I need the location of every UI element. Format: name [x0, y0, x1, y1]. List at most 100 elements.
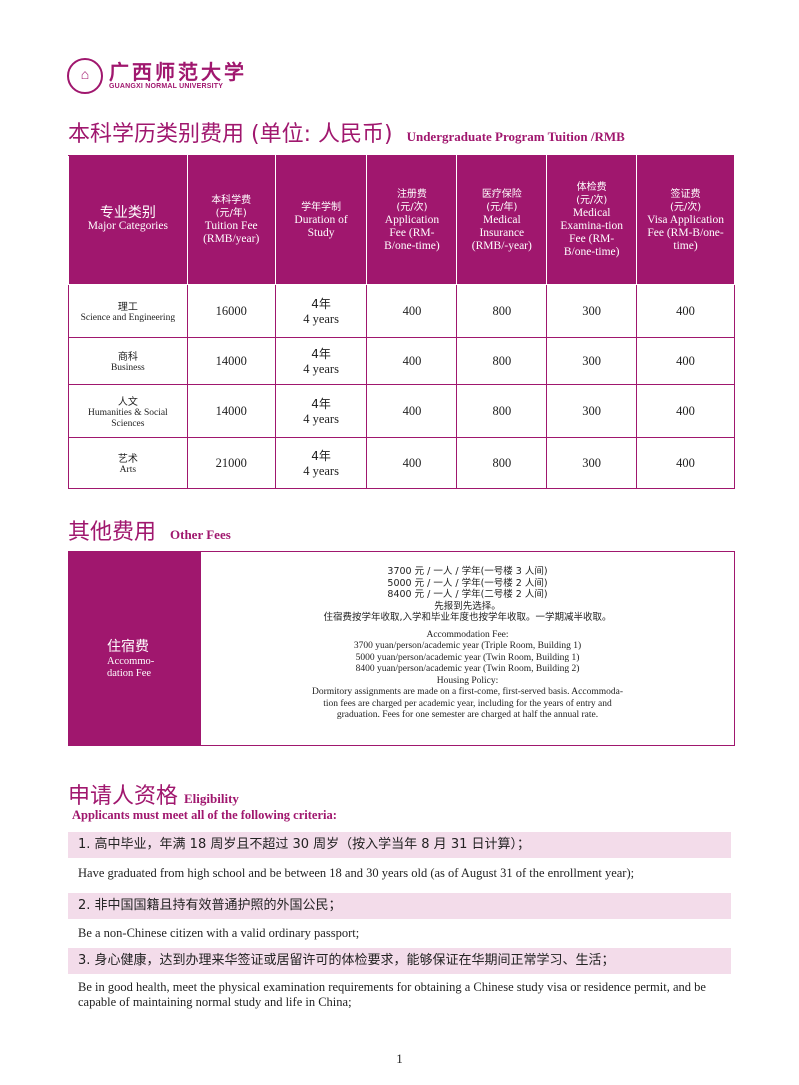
medical-exam-cell: 300: [546, 437, 638, 489]
application-fee-cell: 400: [366, 337, 458, 385]
column-header-cn: 体检费 (元/次): [576, 182, 608, 206]
duration-en: 4 years: [303, 312, 339, 326]
category-en: Arts: [119, 465, 137, 475]
column-header: 学年学制 Duration of Study: [274, 155, 368, 285]
eligibility-subtitle: Applicants must meet all of the followin…: [72, 808, 337, 822]
accommodation-label-en: Accommo-dation Fee: [107, 656, 155, 679]
accommodation-line-cn: 5000 元 / 一人 / 学年(一号楼 2 人间): [387, 577, 548, 589]
criterion-1-cn: 1. 高中毕业，年满 18 周岁且不超过 30 周岁（按入学当年 8 月 31 …: [68, 832, 731, 858]
insurance-cell: 800: [456, 437, 548, 489]
tuition-cell: 21000: [186, 437, 276, 489]
column-header-en: Medical Examina-tion Fee (RM-B/one-time): [560, 207, 623, 258]
column-header-en: Duration of Study: [294, 213, 348, 239]
accommodation-line-en: 8400 yuan/person/academic year (Twin Roo…: [355, 664, 580, 674]
column-header: 体检费 (元/次) Medical Examina-tion Fee (RM-B/…: [546, 155, 638, 285]
category-cn: 艺术: [117, 454, 138, 465]
eligibility-title-cn: 申请人资格: [68, 784, 179, 809]
eligibility-title: 申请人资格 Eligibility: [68, 778, 239, 810]
insurance-cell: 800: [456, 337, 548, 385]
tuition-title-en: Undergraduate Program Tuition /RMB: [406, 129, 625, 144]
visa-fee-cell: 400: [636, 284, 735, 338]
column-header-cn: 学年学制: [301, 201, 342, 213]
tuition-cell: 16000: [186, 284, 276, 338]
column-header-cn: 医疗保险 (元/年): [481, 188, 522, 213]
duration-cn: 4年: [311, 347, 331, 361]
duration-cn: 4年: [311, 449, 331, 463]
criterion-2-en: Be a non-Chinese citizen with a valid or…: [78, 926, 360, 940]
other-title-en: Other Fees: [170, 527, 231, 542]
column-header: 签证费 (元/次) Visa Application Fee (RM-B/one-…: [636, 155, 735, 285]
visa-fee-cell: 400: [636, 384, 735, 438]
category-cn: 理工: [117, 302, 138, 313]
duration-cell: 4年 4 years: [274, 437, 368, 489]
accommodation-line-en: Housing Policy:: [436, 675, 499, 686]
column-header-en: Major Categories: [87, 220, 168, 232]
category-cell: 艺术 Arts: [68, 437, 188, 489]
other-fees-box: 住宿费 Accommo-dation Fee 3700 元 / 一人 / 学年(…: [68, 551, 735, 746]
accommodation-line-en: tion fees are charged per academic year,…: [323, 698, 612, 709]
criterion-3-cn: 3. 身心健康，达到办理来华签证或居留许可的体检要求，能够保证在华期间正常学习、…: [68, 948, 731, 974]
accommodation-line-cn: 8400 元 / 一人 / 学年(二号楼 2 人间): [387, 589, 548, 600]
criterion-2-cn: 2. 非中国国籍且持有效普通护照的外国公民；: [68, 893, 731, 919]
category-cell: 理工 Science and Engineering: [68, 284, 188, 338]
insurance-cell: 800: [456, 284, 548, 338]
application-fee-cell: 400: [366, 284, 458, 338]
column-header-cn: 专业类别: [99, 205, 156, 221]
column-header-cn: 注册费 (元/次): [396, 188, 428, 213]
accommodation-line-en: graduation. Fees for one semester are ch…: [336, 710, 599, 720]
column-header-cn: 签证费 (元/次): [669, 188, 702, 213]
application-fee-cell: 400: [366, 437, 458, 489]
visa-fee-cell: 400: [636, 437, 735, 489]
column-header: 注册费 (元/次) Application Fee (RM-B/one-time): [366, 155, 458, 285]
column-header-en: Medical Insurance (RMB/-year): [471, 213, 532, 252]
medical-exam-cell: 300: [546, 337, 638, 385]
table-row: 商科 Business 14000 4年 4 years 400 800 300 4…: [68, 337, 735, 385]
tuition-cell: 14000: [186, 337, 276, 385]
column-header-en: Application Fee (RM-B/one-time): [384, 213, 440, 252]
duration-en: 4 years: [303, 412, 339, 426]
visa-fee-cell: 400: [636, 337, 735, 385]
other-fees-title: 其他费用 Other Fees: [68, 514, 231, 546]
column-header-en: Tuition Fee (RMB/year): [203, 220, 260, 245]
category-cn: 商科: [117, 352, 138, 363]
tuition-title-cn: 本科学历类别费用 (单位: 人民币): [68, 122, 393, 147]
column-header-cn: 本科学费 (元/年): [211, 195, 252, 219]
accommodation-line-en: Dormitory assignments are made on a firs…: [311, 687, 624, 697]
table-row: 理工 Science and Engineering 16000 4年 4 year…: [68, 284, 735, 338]
accommodation-line-en: 3700 yuan/person/academic year (Triple R…: [353, 641, 582, 651]
category-en: Humanities & Social Sciences: [88, 407, 168, 429]
duration-en: 4 years: [303, 362, 339, 376]
duration-cn: 4年: [311, 297, 331, 311]
tuition-table: 专业类别 Major Categories 本科学费 (元/年) Tuition Fe…: [68, 155, 735, 489]
category-cn: 人文: [117, 396, 138, 408]
other-title-cn: 其他费用: [68, 520, 157, 545]
medical-exam-cell: 300: [546, 384, 638, 438]
accommodation-line-cn: 先报到先选择。: [434, 600, 501, 612]
accommodation-line-cn: 3700 元 / 一人 / 学年(一号楼 3 人间): [387, 566, 548, 577]
criterion-3-en: Be in good health, meet the physical exa…: [78, 980, 706, 1009]
tuition-cell: 14000: [186, 384, 276, 438]
column-header: 专业类别 Major Categories: [68, 155, 188, 285]
duration-en: 4 years: [303, 464, 339, 478]
accommodation-line-en: 5000 yuan/person/academic year (Twin Roo…: [355, 652, 580, 663]
criterion-1-en: Have graduated from high school and be b…: [78, 866, 635, 880]
medical-exam-cell: 300: [546, 284, 638, 338]
page-number: 1: [396, 1051, 403, 1066]
duration-cell: 4年 4 years: [274, 337, 368, 385]
accommodation-line-cn: 住宿费按学年收取,入学和毕业年度也按学年收取。一学期减半收取。: [323, 612, 612, 623]
logo-en: GUANGXI NORMAL UNIVERSITY: [109, 82, 224, 90]
category-cell: 商科 Business: [68, 337, 188, 385]
eligibility-title-en: Eligibility: [184, 791, 239, 806]
category-en: Science and Engineering: [80, 313, 176, 323]
tuition-title: 本科学历类别费用 (单位: 人民币) Undergraduate Program …: [68, 116, 625, 148]
column-header-en: Visa Application Fee (RM-B/one-time): [647, 213, 725, 252]
accommodation-line-en: Accommodation Fee:: [426, 629, 509, 640]
duration-cell: 4年 4 years: [274, 284, 368, 338]
table-row: 艺术 Arts 21000 4年 4 years 400 800 300 400: [68, 437, 735, 489]
category-en: Business: [110, 363, 145, 373]
insurance-cell: 800: [456, 384, 548, 438]
column-header: 本科学费 (元/年) Tuition Fee (RMB/year): [186, 155, 276, 285]
seal-icon: ⌂: [67, 58, 103, 94]
logo-cn: 广西师范大学: [109, 61, 247, 84]
table-row: 人文 Humanities & Social Sciences 14000 4年 4…: [68, 384, 735, 438]
